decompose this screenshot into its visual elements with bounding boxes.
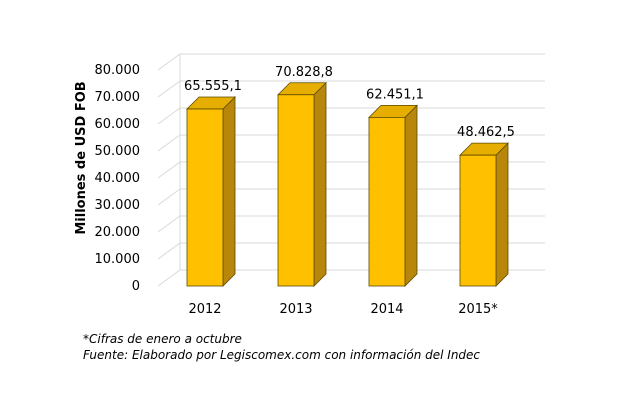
x-axis-ticks: 2012 2013 2014 2015* xyxy=(188,302,498,317)
data-label: 62.451,1 xyxy=(366,87,424,102)
data-label: 70.828,8 xyxy=(275,65,333,80)
bar-2013 xyxy=(277,81,327,287)
y-tick-label: 70.000 xyxy=(95,90,141,105)
y-tick-label: 10.000 xyxy=(95,252,141,267)
data-label: 65.555,1 xyxy=(184,79,242,94)
footnote: *Cifras de enero a octubre xyxy=(83,332,242,346)
bar-2014 xyxy=(368,104,418,287)
bar-side-face xyxy=(222,96,236,287)
bar-front-face xyxy=(277,94,315,287)
data-labels: 65.555,1 70.828,8 62.451,1 48.462,5 xyxy=(184,65,515,140)
bar-side-face xyxy=(404,104,418,287)
bar-side-face xyxy=(495,142,509,287)
data-label: 48.462,5 xyxy=(457,125,515,140)
bar-front-face xyxy=(368,116,406,287)
y-tick-label: 20.000 xyxy=(95,225,141,240)
gridline xyxy=(157,53,545,71)
x-tick-label: 2012 xyxy=(188,302,221,317)
bar-2012 xyxy=(186,96,236,287)
y-axis-ticks: 0 10.000 20.000 30.000 40.000 50.000 60.000 70.… xyxy=(95,63,141,294)
bar-side-face xyxy=(313,81,327,287)
y-tick-label: 50.000 xyxy=(95,144,141,159)
y-tick-label: 0 xyxy=(132,279,140,294)
x-tick-label: 2014 xyxy=(370,302,403,317)
bar-2015* xyxy=(459,142,509,287)
grid-layer xyxy=(157,53,545,287)
y-axis-title: Millones de USD FOB xyxy=(74,81,89,234)
y-tick-label: 80.000 xyxy=(95,63,141,78)
y-tick-label: 60.000 xyxy=(95,117,141,132)
bars xyxy=(186,81,509,287)
x-tick-label: 2013 xyxy=(279,302,312,317)
bar-front-face xyxy=(186,108,224,287)
y-tick-label: 40.000 xyxy=(95,171,141,186)
source-note: Fuente: Elaborado por Legiscomex.com con… xyxy=(83,348,481,362)
y-tick-label: 30.000 xyxy=(95,198,141,213)
bar-front-face xyxy=(459,154,497,287)
x-tick-label: 2015* xyxy=(458,302,498,317)
